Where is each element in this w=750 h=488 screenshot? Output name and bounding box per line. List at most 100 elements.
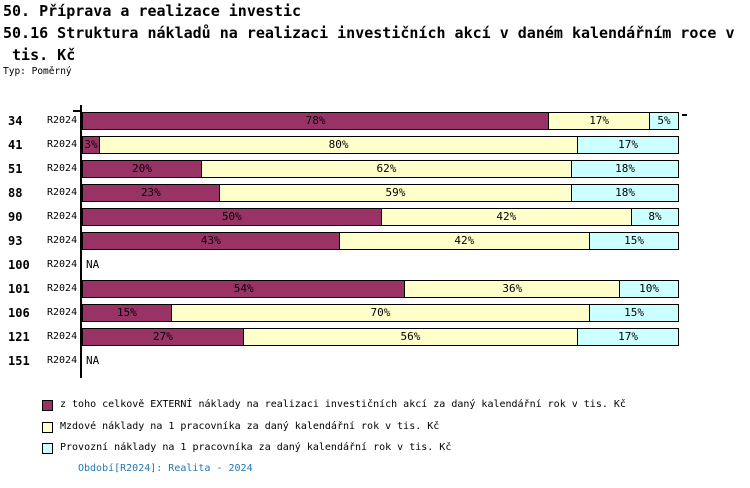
bar-row: 54% 36% 10% [82, 280, 681, 298]
legend-item: Provozní náklady na 1 pracovníka za daný… [42, 442, 451, 454]
na-value: NA [86, 354, 100, 367]
bar-segment: 10% [619, 280, 679, 298]
bar-segment-label: 23% [140, 186, 161, 199]
bar-segment: 5% [649, 112, 679, 130]
bar-segment-label: 18% [615, 162, 636, 175]
bar-segment-label: 56% [400, 330, 421, 343]
bar-segment-label: 42% [454, 234, 475, 247]
bar-segment-label: 18% [615, 186, 636, 199]
bar-segment: 62% [200, 160, 573, 178]
page-title-line2: 50.16 Struktura nákladů na realizaci inv… [3, 24, 735, 42]
bar-row: 78% 17% 5% [82, 112, 681, 130]
row-period-label: R2024 [47, 235, 78, 246]
bar-segment: 20% [82, 160, 202, 178]
legend-item: z toho celkově EXTERNÍ náklady na realiz… [42, 399, 626, 411]
bar-segment: 42% [380, 208, 633, 226]
na-value: NA [86, 258, 100, 271]
legend-swatch [42, 442, 53, 454]
bar-segment: 50% [82, 208, 382, 226]
row-category-label: 41 [8, 138, 23, 152]
bar-segment: 27% [82, 328, 244, 346]
row-category-label: 100 [8, 258, 30, 272]
bar-row: 15% 70% 15% [82, 304, 681, 322]
bar-segment-label: 27% [152, 330, 173, 343]
bar-segment: 15% [589, 232, 679, 250]
bar-segment: 36% [404, 280, 621, 298]
bar-segment-label: 36% [502, 282, 523, 295]
bar-segment-label: 15% [624, 306, 644, 319]
y-axis-line [80, 105, 82, 378]
axis-tick-top-right [682, 114, 687, 116]
bar-segment-label: 54% [233, 282, 254, 295]
legend-item: Mzdové náklady na 1 pracovníka za daný k… [42, 421, 439, 433]
row-period-label: R2024 [47, 211, 78, 222]
bar-segment: 54% [82, 280, 406, 298]
row-category-label: 34 [8, 114, 23, 128]
row-category-label: 121 [8, 330, 30, 344]
row-period-label: R2024 [47, 163, 78, 174]
bar-segment-label: 50% [221, 210, 242, 223]
legend-swatch [42, 421, 53, 433]
bar-row: 20% 62% 18% [82, 160, 681, 178]
bar-segment: 23% [82, 184, 220, 202]
bar-row: 23% 59% 18% [82, 184, 681, 202]
bar-segment-label: 10% [639, 282, 659, 295]
bar-segment: 17% [548, 112, 651, 130]
bar-row: 3% 80% 17% [82, 136, 681, 154]
bar-segment: 56% [242, 328, 579, 346]
bar-segment: 80% [98, 136, 579, 154]
bar-segment: 15% [589, 304, 679, 322]
row-category-label: 90 [8, 210, 23, 224]
bar-segment: 3% [82, 136, 100, 154]
bar-segment: 78% [82, 112, 550, 130]
row-period-label: R2024 [47, 283, 78, 294]
legend-item-label: Mzdové náklady na 1 pracovníka za daný k… [60, 421, 440, 432]
row-category-label: 51 [8, 162, 23, 176]
row-period-label: R2024 [47, 115, 78, 126]
row-category-label: 106 [8, 306, 30, 320]
legend-item-label: Provozní náklady na 1 pracovníka za daný… [60, 442, 452, 453]
bar-segment: 18% [571, 184, 679, 202]
bar-segment-label: 15% [116, 306, 137, 319]
bar-segment: 15% [82, 304, 172, 322]
bar-segment: 17% [577, 136, 679, 154]
axis-tick-top-left [73, 110, 81, 112]
bar-segment-label: 17% [589, 114, 610, 127]
row-period-label: R2024 [47, 139, 78, 150]
bar-segment-label: 80% [328, 138, 349, 151]
bar-segment: 43% [82, 232, 340, 250]
page-title-line1: 50. Příprava a realizace investic [3, 2, 302, 20]
bar-segment-label: 70% [370, 306, 391, 319]
row-period-label: R2024 [47, 259, 78, 270]
bar-segment-label: 59% [385, 186, 406, 199]
bar-segment: 18% [571, 160, 679, 178]
bar-segment-label: 15% [624, 234, 644, 247]
bar-segment-label: 20% [131, 162, 152, 175]
bar-segment: 59% [218, 184, 573, 202]
bar-row: 50% 42% 8% [82, 208, 681, 226]
period-caption: Období[R2024]: Realita - 2024 [78, 463, 253, 474]
row-category-label: 151 [8, 354, 30, 368]
row-period-label: R2024 [47, 307, 78, 318]
row-period-label: R2024 [47, 331, 78, 342]
row-period-label: R2024 [47, 355, 78, 366]
legend-swatch [42, 399, 53, 411]
row-category-label: 88 [8, 186, 23, 200]
bar-segment-label: 5% [657, 114, 671, 127]
bar-segment-label: 3% [84, 138, 98, 151]
page-title-line3: tis. Kč [3, 46, 76, 64]
bar-segment-label: 17% [618, 330, 638, 343]
bar-segment-label: 8% [648, 210, 662, 223]
bar-segment: 42% [338, 232, 591, 250]
bar-segment-label: 43% [200, 234, 221, 247]
bar-segment-label: 62% [376, 162, 397, 175]
bar-segment: 8% [631, 208, 679, 226]
legend-item-label: z toho celkově EXTERNÍ náklady na realiz… [60, 399, 626, 410]
bar-segment-label: 42% [496, 210, 517, 223]
row-category-label: 101 [8, 282, 30, 296]
row-category-label: 93 [8, 234, 23, 248]
bar-segment: 70% [170, 304, 591, 322]
row-period-label: R2024 [47, 187, 78, 198]
